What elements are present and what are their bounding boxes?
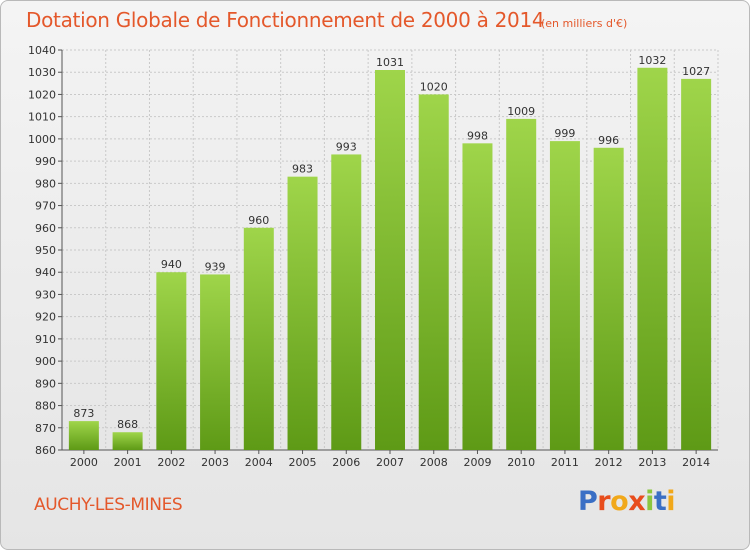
y-tick-label: 1030 <box>28 66 56 79</box>
y-tick-label: 920 <box>35 311 56 324</box>
x-tick-label: 2013 <box>638 456 666 469</box>
x-tick-label: 2000 <box>70 456 98 469</box>
y-tick-label: 880 <box>35 400 56 413</box>
y-tick-label: 960 <box>35 222 56 235</box>
y-tick-label: 930 <box>35 288 56 301</box>
bar <box>68 421 99 450</box>
y-tick-label: 890 <box>35 377 56 390</box>
data-label: 873 <box>73 407 94 420</box>
y-tick-label: 860 <box>35 444 56 457</box>
commune-name: AUCHY-LES-MINES <box>34 495 183 515</box>
bar <box>506 118 537 450</box>
x-tick-label: 2012 <box>595 456 623 469</box>
data-label: 998 <box>467 129 488 142</box>
data-label: 1031 <box>376 56 404 69</box>
y-tick-label: 970 <box>35 200 56 213</box>
data-label: 1027 <box>682 65 710 78</box>
proxiti-logo: Proxiti <box>578 486 676 517</box>
x-tick-label: 2005 <box>289 456 317 469</box>
x-tick-label: 2003 <box>201 456 229 469</box>
y-tick-label: 1010 <box>28 111 56 124</box>
y-tick-label: 980 <box>35 177 56 190</box>
data-label: 940 <box>161 258 182 271</box>
brand-letter: r <box>597 486 611 517</box>
bar <box>549 141 580 450</box>
x-tick-label: 2006 <box>332 456 360 469</box>
x-tick-label: 2004 <box>245 456 273 469</box>
data-label: 996 <box>598 134 619 147</box>
data-labels: 873 868 940 939 960 983 993 1031 1020 998 1009 999 9… <box>73 54 710 431</box>
data-label: 1009 <box>507 105 535 118</box>
bar <box>462 143 493 451</box>
bar <box>112 432 143 450</box>
x-tick-label: 2007 <box>376 456 404 469</box>
x-tick-label: 2009 <box>463 456 491 469</box>
x-tick-label: 2008 <box>420 456 448 469</box>
data-label: 1020 <box>420 80 448 93</box>
bar <box>375 70 405 450</box>
bar <box>243 227 274 450</box>
bar <box>681 78 712 450</box>
bars <box>68 67 712 451</box>
y-tick-label: 990 <box>35 155 56 168</box>
data-label: 1032 <box>638 54 666 67</box>
bar <box>287 176 318 450</box>
x-tick-label: 2011 <box>551 456 579 469</box>
brand-letter: o <box>610 486 629 517</box>
y-tick-label: 1020 <box>28 88 56 101</box>
y-tick-label: 900 <box>35 355 56 368</box>
chart-unit: (en milliers d'€) <box>541 17 628 30</box>
bar <box>418 94 449 450</box>
bar <box>593 147 624 450</box>
x-tick-label: 2002 <box>157 456 185 469</box>
x-tick-label: 2014 <box>682 456 710 469</box>
bar <box>637 67 668 451</box>
bar <box>156 272 187 450</box>
bar <box>200 274 231 450</box>
y-tick-label: 1040 <box>28 44 56 57</box>
brand-letter: x <box>628 486 646 517</box>
y-tick-label: 1000 <box>28 133 56 146</box>
y-tick-label: 940 <box>35 266 56 279</box>
data-label: 993 <box>336 140 357 153</box>
y-tick-label: 950 <box>35 244 56 257</box>
data-label: 983 <box>292 163 313 176</box>
brand-letter: i <box>666 486 676 517</box>
y-tick-label: 910 <box>35 333 56 346</box>
brand-letter: P <box>578 486 598 517</box>
data-label: 999 <box>554 127 575 140</box>
brand-letter: t <box>653 486 667 517</box>
data-label: 868 <box>117 418 138 431</box>
data-label: 960 <box>248 214 269 227</box>
x-tick-label: 2001 <box>114 456 142 469</box>
bar <box>331 154 362 450</box>
brand-letter: i <box>645 486 654 517</box>
chart-title: Dotation Globale de Fonctionnement de 20… <box>26 8 545 32</box>
y-tick-label: 870 <box>35 422 56 435</box>
x-tick-label: 2010 <box>507 456 535 469</box>
data-label: 939 <box>205 260 226 273</box>
